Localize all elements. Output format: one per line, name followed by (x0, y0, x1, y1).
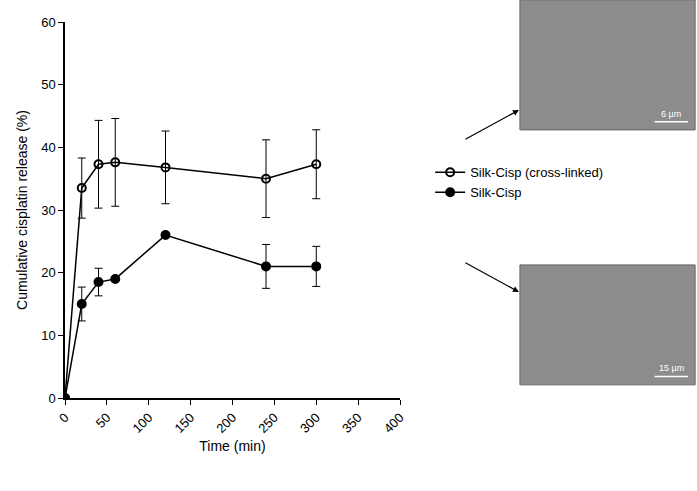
svg-text:100: 100 (130, 410, 156, 436)
svg-text:200: 200 (213, 410, 239, 436)
svg-text:400: 400 (381, 410, 407, 436)
svg-text:Silk-Cisp (cross-linked): Silk-Cisp (cross-linked) (470, 165, 603, 180)
svg-text:Cumulative cisplatin release (: Cumulative cisplatin release (%) (14, 110, 30, 310)
svg-text:Silk-Cisp: Silk-Cisp (470, 185, 521, 200)
svg-text:0: 0 (48, 391, 55, 406)
svg-text:6 µm: 6 µm (661, 109, 681, 119)
svg-text:0: 0 (56, 410, 72, 426)
svg-text:60: 60 (41, 15, 55, 30)
svg-text:20: 20 (41, 265, 55, 280)
svg-text:350: 350 (339, 410, 365, 436)
svg-text:30: 30 (41, 203, 55, 218)
svg-text:250: 250 (255, 410, 281, 436)
svg-text:15 µm: 15 µm (659, 363, 684, 373)
svg-text:50: 50 (41, 77, 55, 92)
svg-text:40: 40 (41, 140, 55, 155)
svg-text:50: 50 (93, 410, 114, 431)
svg-text:10: 10 (41, 328, 55, 343)
svg-text:300: 300 (297, 410, 323, 436)
svg-text:Time (min): Time (min) (199, 438, 265, 454)
svg-text:150: 150 (171, 410, 197, 436)
